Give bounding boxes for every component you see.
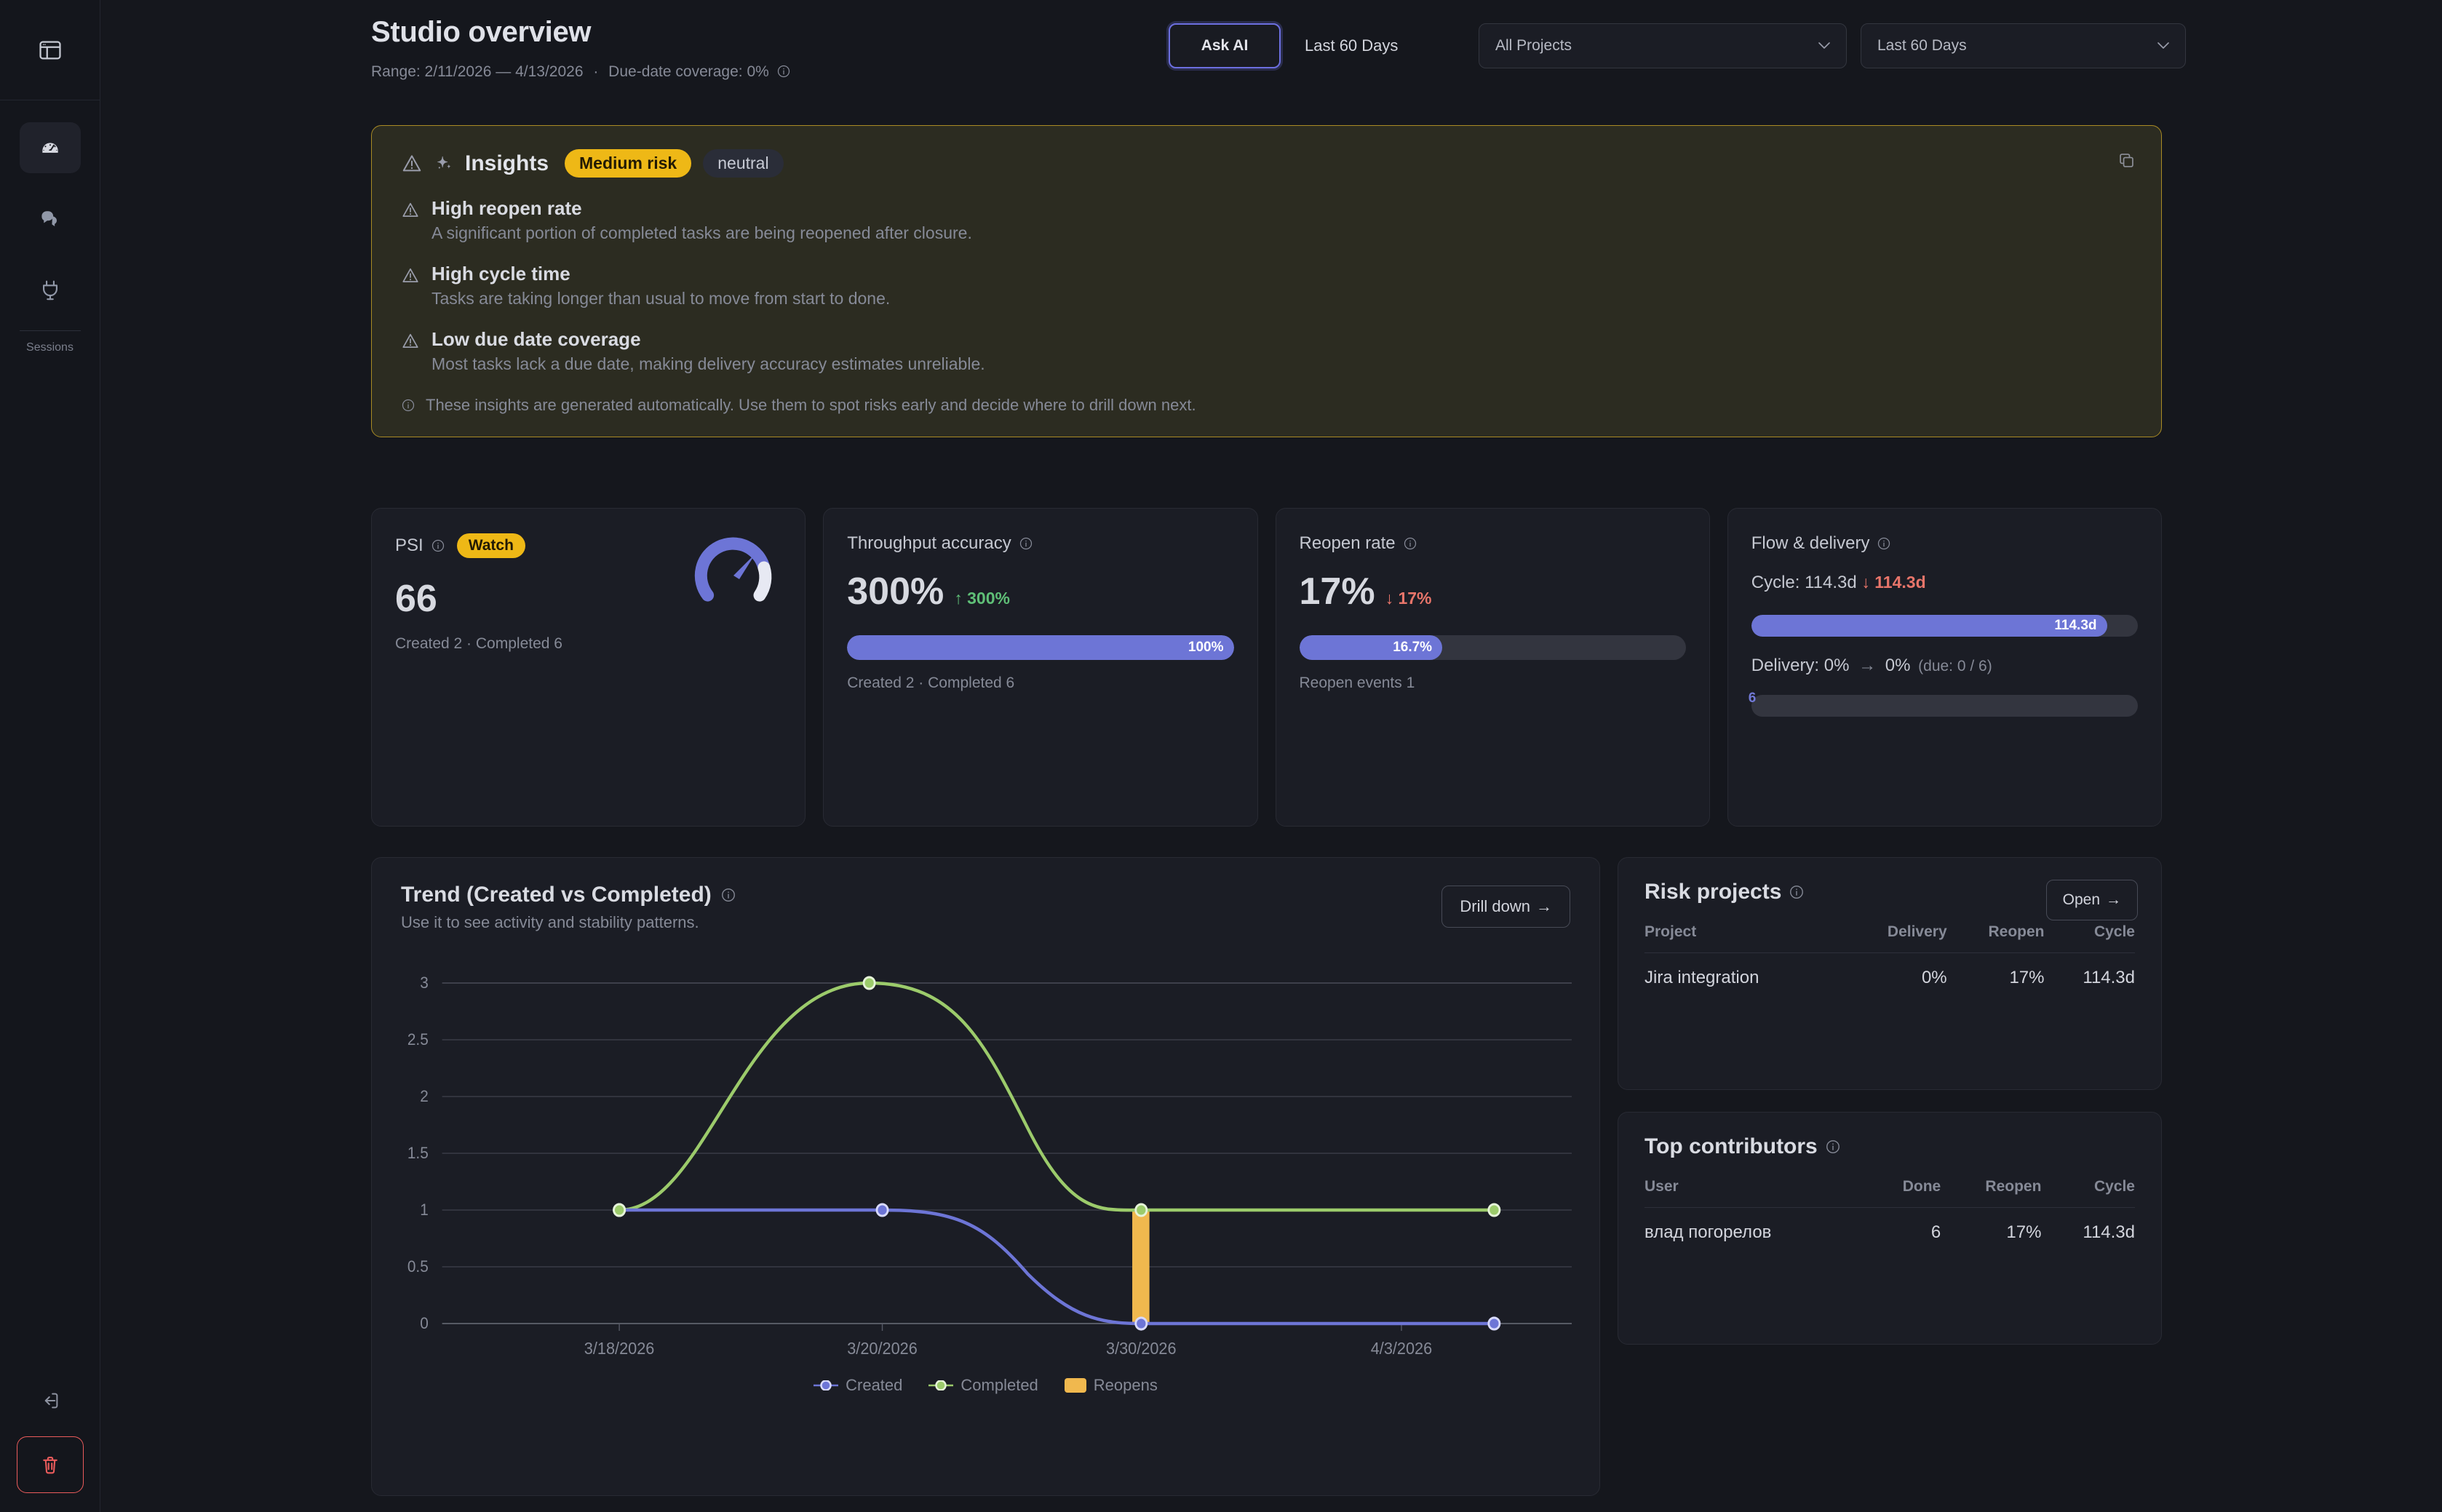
svg-text:1: 1 [420,1201,429,1219]
svg-text:0.5: 0.5 [407,1257,429,1276]
svg-text:1.5: 1.5 [407,1144,429,1162]
svg-text:2.5: 2.5 [407,1030,429,1049]
svg-text:0: 0 [420,1314,429,1332]
svg-text:3/30/2026: 3/30/2026 [1106,1339,1177,1358]
svg-text:4/3/2026: 4/3/2026 [1371,1339,1432,1358]
svg-text:3/18/2026: 3/18/2026 [584,1339,655,1358]
svg-text:3/20/2026: 3/20/2026 [847,1339,918,1358]
svg-text:2: 2 [420,1087,429,1105]
svg-text:3: 3 [420,974,429,992]
